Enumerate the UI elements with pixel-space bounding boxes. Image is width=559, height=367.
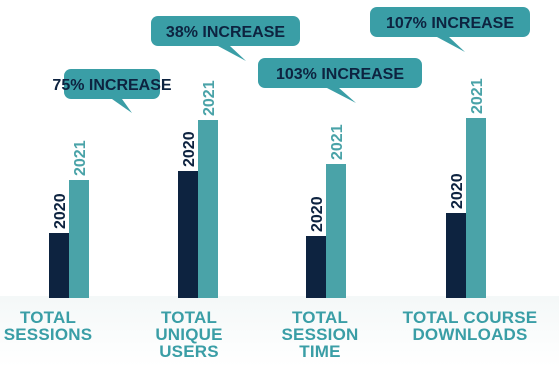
callout-text: 103% INCREASE — [276, 66, 404, 83]
bar-2021-session-time — [326, 164, 346, 298]
bar-2020-unique-users — [178, 171, 198, 298]
category-label-session-time: TOTAL SESSION TIME — [281, 308, 359, 361]
bar-label-2021-downloads: 2021 — [469, 78, 486, 114]
bar-label-2020-sessions: 2020 — [52, 193, 69, 229]
bar-label-2021-sessions: 2021 — [72, 140, 89, 176]
callout-bubble — [370, 7, 530, 37]
callout-text: 38% INCREASE — [166, 24, 285, 41]
increase-callout-sessions: 75% INCREASE — [52, 69, 172, 113]
bar-label-2021-session-time: 2021 — [329, 124, 346, 160]
bar-2021-downloads — [466, 118, 486, 298]
bar-2020-session-time — [306, 236, 326, 298]
bar-2020-sessions — [49, 233, 69, 298]
bar-label-2021-unique-users: 2021 — [201, 80, 218, 116]
callout-tail — [437, 37, 465, 52]
callout-text: 75% INCREASE — [52, 77, 171, 94]
bar-label-2020-session-time: 2020 — [309, 196, 326, 232]
callout-tail — [112, 99, 132, 113]
callout-bubble — [64, 69, 160, 99]
bar-label-2020-unique-users: 2020 — [181, 131, 198, 167]
bar-label-2020-downloads: 2020 — [449, 173, 466, 209]
callout-bubble — [258, 58, 422, 88]
category-label-sessions: TOTAL SESSIONS — [3, 308, 93, 344]
bar-2021-unique-users — [198, 120, 218, 298]
increase-callout-downloads: 107% INCREASE — [370, 7, 530, 52]
increase-callout-session-time: 103% INCREASE — [258, 58, 422, 103]
callout-tail — [218, 46, 246, 61]
callout-tail — [327, 88, 356, 103]
floor-shade — [0, 296, 559, 367]
increase-callout-unique-users: 38% INCREASE — [151, 16, 300, 61]
callout-text: 107% INCREASE — [386, 15, 514, 32]
callout-bubble — [151, 16, 300, 46]
category-label-unique-users: TOTAL UNIQUE USERS — [155, 308, 223, 361]
bar-2021-sessions — [69, 180, 89, 298]
category-label-course-downloads: TOTAL COURSE DOWNLOADS — [402, 308, 538, 344]
bar-2020-downloads — [446, 213, 466, 298]
